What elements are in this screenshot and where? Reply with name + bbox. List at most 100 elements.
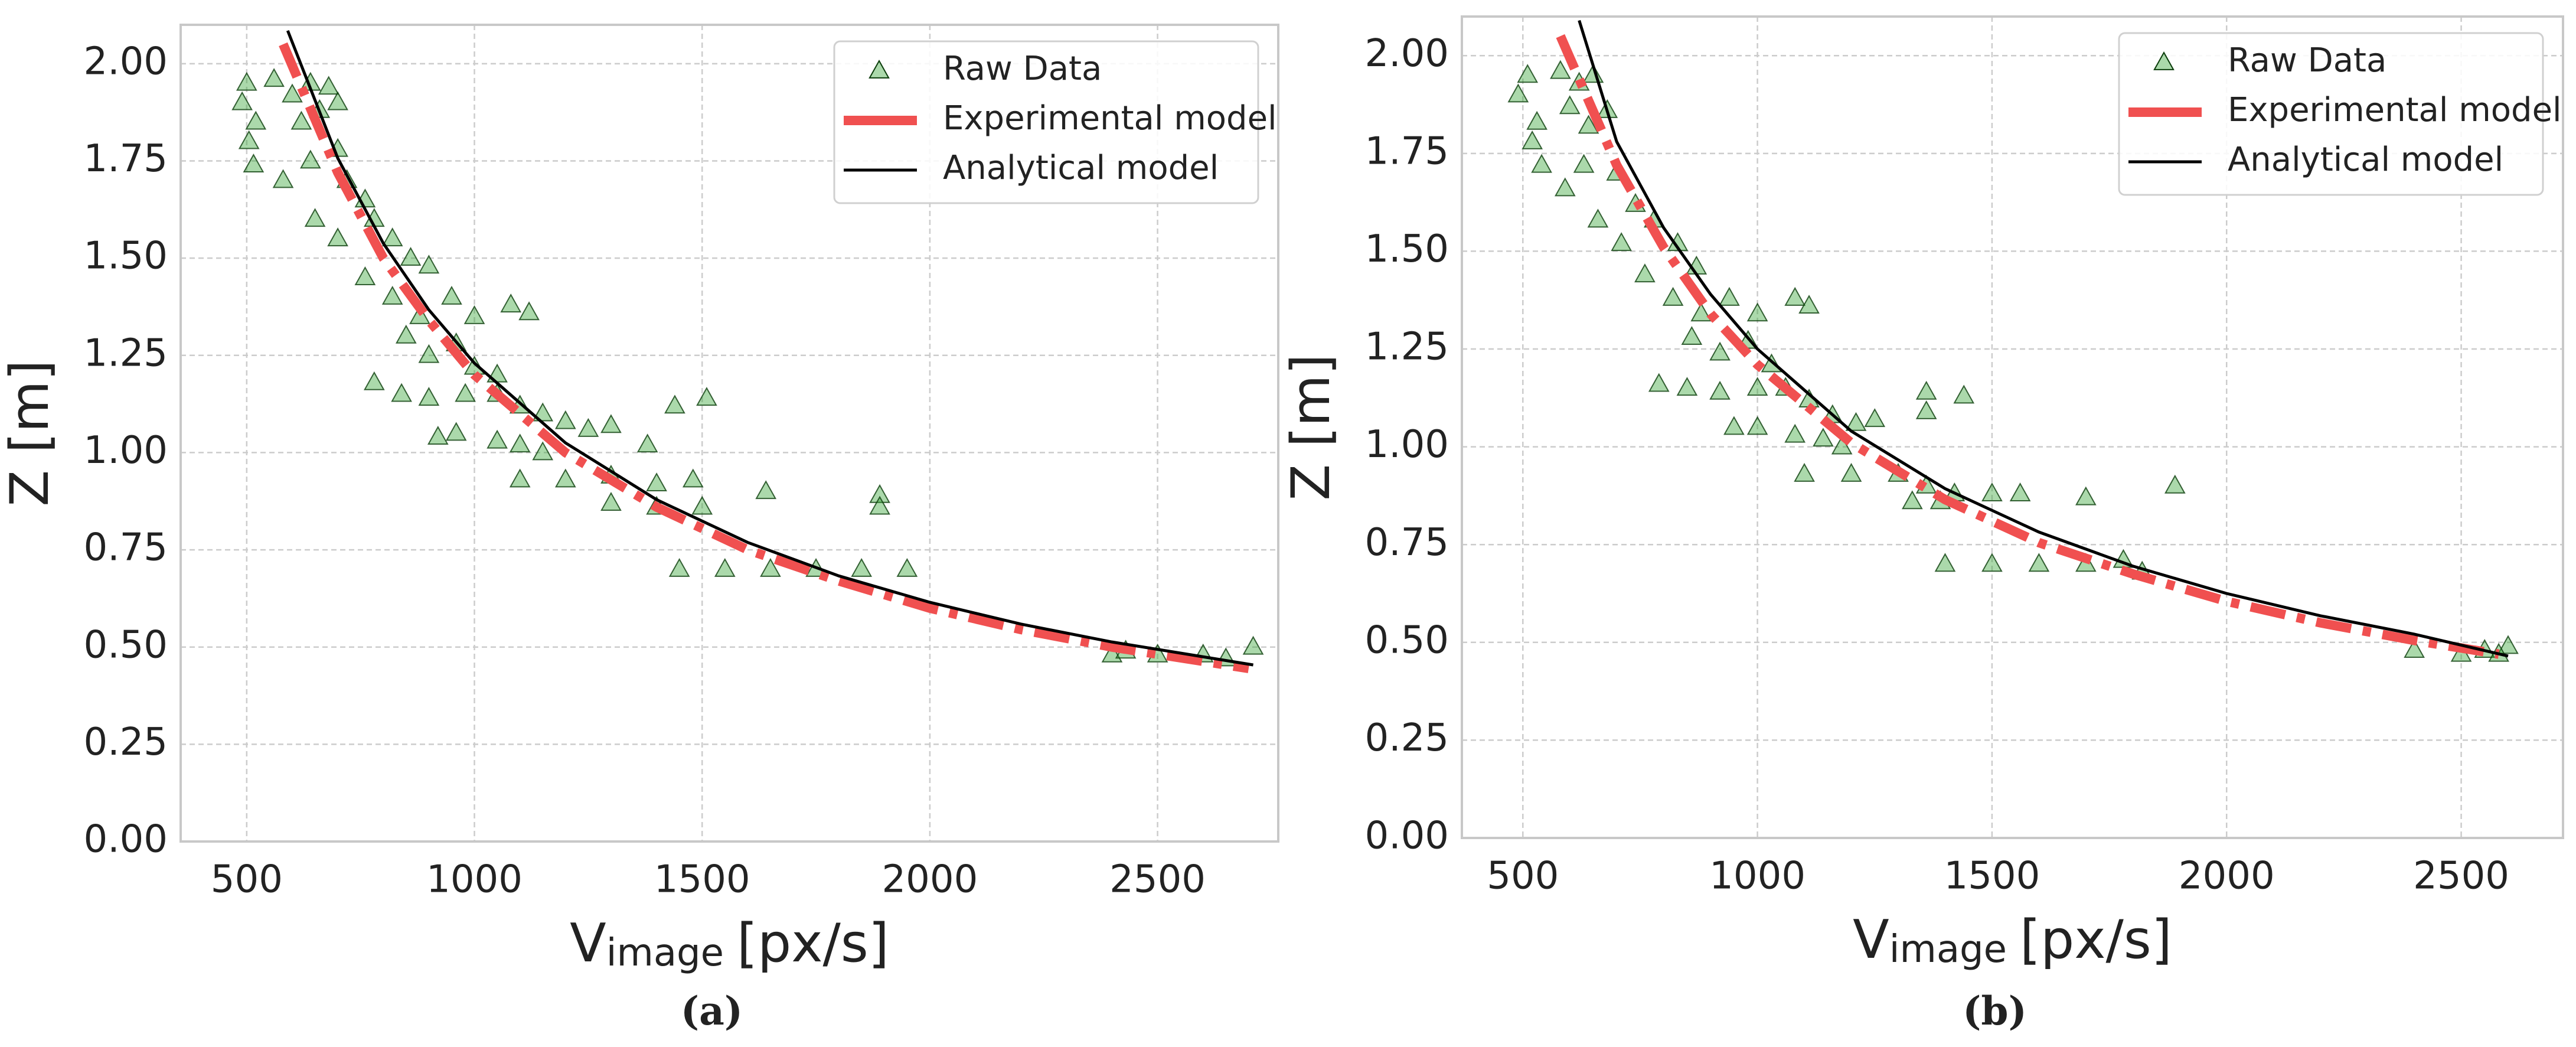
x-axis-label-main: V <box>1853 909 1889 971</box>
model-line <box>1556 34 2500 659</box>
data-point <box>554 468 576 488</box>
y-tick-label: 0.75 <box>84 526 168 570</box>
y-tick-label: 0.50 <box>1365 618 1449 662</box>
data-point <box>664 394 685 414</box>
x-axis-label-main: V <box>570 912 606 974</box>
data-point <box>760 557 781 577</box>
plot-area <box>1507 19 2519 662</box>
data-point <box>299 149 321 169</box>
y-tick-label: 1.75 <box>1365 129 1449 173</box>
data-point <box>1953 384 1975 404</box>
legend-marker <box>2153 51 2175 70</box>
data-point <box>554 410 576 429</box>
x-axis-label: Vimage [px/s] <box>1853 909 2172 971</box>
x-tick-label: 1500 <box>1944 854 2040 898</box>
x-tick-label: 2000 <box>881 858 978 902</box>
data-point <box>532 441 554 461</box>
x-tick-label: 500 <box>1487 854 1559 898</box>
x-tick-label: 2000 <box>2179 854 2275 898</box>
y-tick-label: 1.25 <box>84 331 168 375</box>
data-point <box>600 491 622 511</box>
data-point <box>304 208 326 227</box>
data-point <box>418 387 440 406</box>
data-point <box>236 71 257 91</box>
data-point <box>577 418 599 437</box>
data-point <box>1526 110 1547 130</box>
data-point <box>600 414 622 433</box>
data-point <box>487 363 508 383</box>
x-tick-label: 1000 <box>1709 854 1806 898</box>
legend-label: Analytical model <box>943 149 1219 187</box>
data-point <box>1981 482 2003 502</box>
data-point <box>500 293 522 313</box>
data-point <box>636 433 658 453</box>
data-point <box>1798 295 1820 314</box>
data-point <box>1784 423 1806 443</box>
data-point <box>1723 416 1745 435</box>
x-tick-label: 2500 <box>1109 858 1206 902</box>
data-point <box>400 247 422 266</box>
data-point <box>1840 462 1862 482</box>
data-point <box>1864 408 1886 428</box>
data-point <box>1550 60 1571 79</box>
data-point <box>1784 286 1806 306</box>
data-point <box>1531 154 1552 173</box>
data-point <box>427 426 449 445</box>
legend-label: Raw Data <box>2228 41 2386 80</box>
data-point <box>1676 377 1698 396</box>
data-point <box>869 495 890 515</box>
chart: 0.00 0.25 0.50 0.75 1.00 1.25 1.50 1.75 2.00 500 1… <box>1280 15 2564 1034</box>
plot-area <box>231 30 1264 673</box>
data-point <box>381 227 403 247</box>
legend-box <box>833 40 1259 204</box>
data-point <box>1662 286 1684 306</box>
data-point <box>509 433 531 453</box>
data-point <box>682 468 704 488</box>
data-point <box>1746 302 1768 322</box>
data-point <box>2028 553 2050 572</box>
data-point <box>1845 412 1867 431</box>
legend: Raw Data Experimental model Analytical mod… <box>2118 32 2562 196</box>
model-line <box>286 30 1253 667</box>
data-point <box>1746 416 1768 435</box>
data-point <box>1634 263 1656 283</box>
data-point <box>318 76 339 95</box>
data-point <box>1611 232 1633 252</box>
y-tick-label: 0.75 <box>1365 521 1449 565</box>
data-point <box>290 110 312 130</box>
data-point <box>518 301 540 321</box>
data-point <box>391 383 412 402</box>
data-point <box>1709 341 1731 361</box>
x-axis-label-unit: [px/s] <box>737 912 889 974</box>
x-axis-label-unit: [px/s] <box>2020 909 2172 971</box>
y-tick-label: 1.25 <box>1365 325 1449 369</box>
y-tick-label: 1.75 <box>84 137 168 181</box>
data-point <box>238 130 260 149</box>
data-point <box>455 383 476 402</box>
data-point <box>272 169 294 188</box>
x-axis-label-sub: image <box>1889 928 2007 971</box>
data-point <box>487 429 508 449</box>
data-point <box>851 557 873 577</box>
data-point <box>2009 482 2031 502</box>
plot-frame <box>179 24 1279 843</box>
data-point <box>509 468 531 488</box>
data-point <box>2164 474 2186 494</box>
data-point <box>1831 435 1853 455</box>
data-point <box>2404 639 2425 658</box>
data-point <box>1901 490 1923 510</box>
data-point <box>1813 428 1834 447</box>
data-point <box>282 83 303 103</box>
x-tick-label: 2500 <box>2413 854 2509 898</box>
data-point <box>1573 154 1595 173</box>
data-point <box>1915 380 1937 400</box>
model-line <box>279 42 1250 673</box>
data-point <box>869 484 890 503</box>
data-point <box>445 422 467 441</box>
data-point <box>1554 177 1576 197</box>
data-point <box>896 557 918 577</box>
data-point <box>532 402 554 422</box>
y-tick-label: 2.00 <box>1365 32 1449 76</box>
legend-label: Raw Data <box>943 50 1102 88</box>
